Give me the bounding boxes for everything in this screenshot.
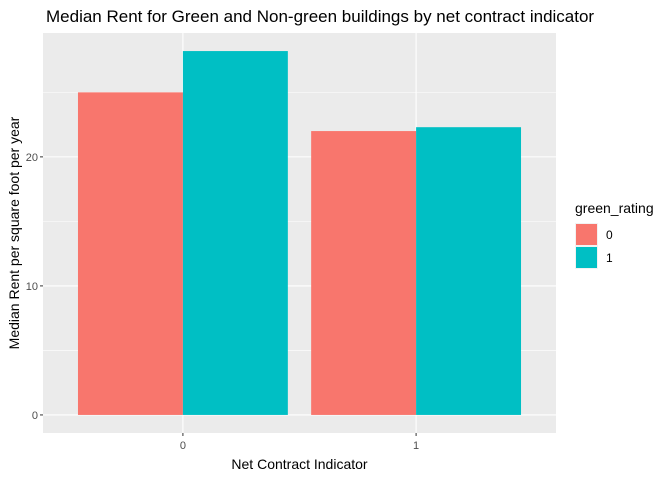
legend-swatch [576, 224, 597, 245]
y-axis: 0 10 20 [26, 152, 43, 422]
y-tick-label: 20 [26, 152, 38, 164]
y-tick-label: 0 [32, 410, 38, 422]
x-tick-label: 0 [180, 440, 186, 452]
bars [77, 51, 522, 415]
bar [416, 127, 522, 415]
legend-swatch [576, 247, 597, 268]
legend-label: 0 [606, 228, 613, 242]
bar [77, 92, 183, 415]
bar [182, 51, 288, 415]
chart-title: Median Rent for Green and Non-green buil… [46, 7, 594, 26]
legend-label: 1 [606, 251, 613, 265]
y-tick-label: 10 [26, 281, 38, 293]
x-axis-title: Net Contract Indicator [231, 456, 368, 472]
legend-title: green_rating [575, 200, 654, 216]
x-tick-label: 1 [413, 440, 419, 452]
bar [311, 131, 417, 415]
legend: green_rating 0 1 [575, 200, 654, 269]
y-axis-title: Median Rent per square foot per year [6, 116, 22, 349]
